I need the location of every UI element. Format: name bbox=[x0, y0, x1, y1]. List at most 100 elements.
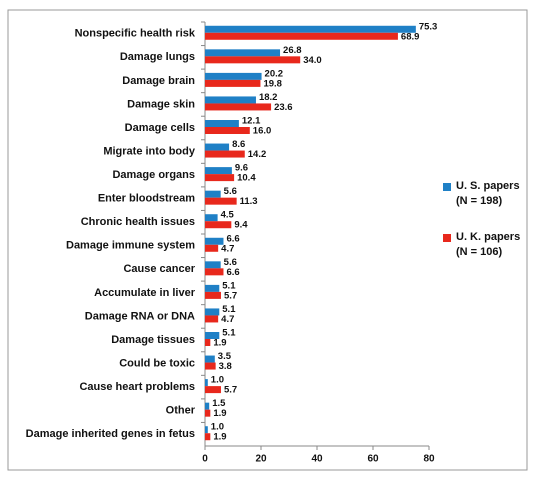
value-label: 23.6 bbox=[274, 102, 293, 113]
value-label: 5.1 bbox=[222, 304, 236, 315]
bar bbox=[205, 143, 230, 151]
value-label: 5.6 bbox=[224, 186, 237, 197]
value-label: 1.0 bbox=[211, 422, 224, 433]
bar bbox=[205, 315, 219, 323]
y-tick-label: Accumulate in liver bbox=[94, 287, 196, 299]
bar bbox=[205, 291, 221, 299]
y-tick-label: Damage lungs bbox=[120, 51, 195, 63]
bar bbox=[205, 433, 211, 441]
legend-swatch bbox=[443, 234, 451, 242]
bar bbox=[205, 426, 208, 434]
y-tick-label: Enter bloodstream bbox=[98, 193, 195, 205]
bar bbox=[205, 174, 235, 182]
value-label: 5.6 bbox=[224, 257, 237, 268]
y-tick-label: Chronic health issues bbox=[81, 216, 195, 228]
value-label: 12.1 bbox=[242, 116, 261, 127]
value-label: 6.6 bbox=[226, 233, 239, 244]
y-tick-label: Damage inherited genes in fetus bbox=[26, 428, 195, 440]
bar bbox=[205, 339, 211, 346]
value-label: 14.2 bbox=[248, 149, 267, 160]
bar bbox=[205, 362, 216, 370]
x-tick-label: 20 bbox=[255, 454, 267, 465]
value-label: 5.1 bbox=[222, 328, 236, 339]
x-tick-label: 60 bbox=[367, 454, 379, 465]
value-label: 16.0 bbox=[253, 126, 271, 137]
value-label: 5.7 bbox=[224, 290, 237, 301]
value-label: 19.8 bbox=[263, 78, 282, 89]
bar bbox=[205, 332, 220, 339]
value-label: 26.8 bbox=[283, 45, 302, 56]
y-tick-label: Damage tissues bbox=[111, 334, 195, 346]
y-tick-label: Cause heart problems bbox=[79, 381, 195, 393]
value-label: 6.6 bbox=[226, 267, 239, 278]
bar bbox=[205, 214, 218, 222]
y-tick-label: Damage brain bbox=[122, 75, 195, 87]
value-label: 20.2 bbox=[265, 68, 284, 79]
y-tick-label: Other bbox=[166, 405, 196, 417]
value-label: 34.0 bbox=[303, 55, 322, 66]
y-tick-label: Damage skin bbox=[127, 98, 195, 110]
bar bbox=[205, 190, 221, 198]
value-label: 4.7 bbox=[221, 243, 234, 254]
bar bbox=[205, 79, 261, 87]
y-tick-label: Nonspecific health risk bbox=[75, 28, 196, 40]
bar bbox=[205, 49, 281, 57]
y-tick-label: Damage immune system bbox=[66, 240, 195, 252]
legend-label: U. S. papers (N = 198) bbox=[456, 180, 520, 207]
bar bbox=[205, 261, 221, 269]
x-tick-label: 80 bbox=[423, 454, 435, 465]
bar bbox=[205, 150, 245, 158]
x-tick-label: 0 bbox=[202, 454, 208, 465]
bar bbox=[205, 32, 398, 40]
bar bbox=[205, 103, 272, 111]
bar bbox=[205, 379, 208, 387]
y-tick-label: Damage cells bbox=[125, 122, 195, 134]
y-tick-label: Cause cancer bbox=[123, 263, 195, 275]
value-label: 1.9 bbox=[213, 338, 226, 349]
value-label: 9.4 bbox=[234, 220, 248, 231]
bar bbox=[205, 56, 301, 64]
value-label: 3.8 bbox=[219, 361, 232, 372]
value-label: 5.1 bbox=[222, 280, 236, 291]
value-label: 1.9 bbox=[213, 432, 226, 443]
legend-swatch bbox=[443, 183, 451, 191]
bar bbox=[205, 221, 232, 229]
y-tick-label: Damage RNA or DNA bbox=[85, 310, 195, 322]
value-label: 4.5 bbox=[221, 210, 235, 221]
bar bbox=[205, 167, 232, 175]
value-label: 75.3 bbox=[419, 21, 438, 32]
value-label: 9.6 bbox=[235, 163, 248, 174]
y-tick-label: Migrate into body bbox=[103, 145, 196, 157]
bar bbox=[205, 284, 220, 292]
value-label: 1.9 bbox=[213, 408, 226, 419]
bar bbox=[205, 237, 224, 245]
value-label: 11.3 bbox=[240, 196, 258, 207]
bar bbox=[205, 244, 219, 252]
bar bbox=[205, 72, 262, 80]
y-tick-label: Damage organs bbox=[112, 169, 195, 181]
value-label: 18.2 bbox=[259, 92, 278, 103]
bar bbox=[205, 25, 416, 33]
bar bbox=[205, 197, 237, 205]
legend-label: U. K. papers (N = 106) bbox=[456, 231, 521, 258]
bar bbox=[205, 268, 224, 276]
bar bbox=[205, 386, 221, 394]
bar bbox=[205, 308, 220, 316]
bar bbox=[205, 402, 210, 410]
y-tick-label: Could be toxic bbox=[119, 357, 195, 369]
value-label: 1.5 bbox=[212, 398, 226, 409]
bar bbox=[205, 120, 239, 127]
value-label: 5.7 bbox=[224, 385, 237, 396]
bar bbox=[205, 96, 256, 104]
value-label: 8.6 bbox=[232, 139, 245, 150]
value-label: 1.0 bbox=[211, 375, 224, 386]
value-label: 3.5 bbox=[218, 351, 232, 362]
bar bbox=[205, 355, 215, 363]
value-label: 10.4 bbox=[237, 173, 256, 184]
value-label: 4.7 bbox=[221, 314, 234, 325]
frame bbox=[7, 9, 528, 471]
x-tick-label: 40 bbox=[311, 454, 323, 465]
bar bbox=[205, 409, 211, 417]
